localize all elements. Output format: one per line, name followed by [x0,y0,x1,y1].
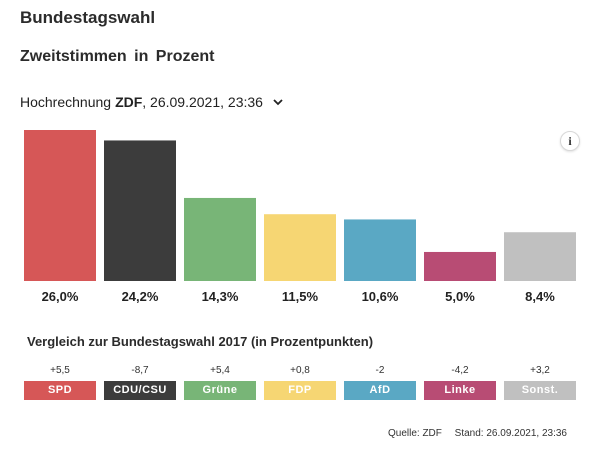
comparison-diff: -4,2 [451,365,469,376]
projection-time: , 26.09.2021, 23:36 [142,94,263,110]
source-label: Quelle: ZDF [387,428,442,439]
bar-cdu-csu [104,140,176,281]
info-button[interactable]: i [560,131,580,151]
bar-value-label: 26,0% [42,289,79,304]
chevron-down-icon [273,99,283,106]
comparison-diff: +5,4 [210,365,230,376]
footer: Quelle: ZDF Stand: 26.09.2021, 23:36 [388,428,567,439]
bar-afd [344,219,416,281]
projection-dropdown[interactable]: Hochrechnung ZDF , 26.09.2021, 23:36 [20,94,284,110]
party-badge-afd: AfD [344,381,416,400]
party-badge-fdp: FDP [264,381,336,400]
chart-subtitle: Zweitstimmen in Prozent [20,48,215,65]
bar-linke [424,251,496,281]
projection-source: ZDF [115,94,143,110]
projection-prefix: Hochrechnung [20,94,112,110]
comparison-diff: +0,8 [290,365,310,376]
page-title: Bundestagswahl [20,8,156,27]
bar-value-label: 5,0% [445,289,475,304]
bar-value-label: 14,3% [202,289,239,304]
bar-value-label: 8,4% [525,289,555,304]
bar-sonst- [504,232,576,281]
party-badge-gr-ne: Grüne [184,381,256,400]
party-badge-linke: Linke [424,381,496,400]
bar-fdp [264,214,336,281]
party-badge-spd: SPD [24,381,96,400]
bar-chart: 26,0% 24,2% 14,3% 11,5% 10,6% 5,0% 8,4% [24,130,576,304]
party-badge-sonst-: Sonst. [504,381,576,400]
bar-spd [24,130,96,281]
comparison-diff: -2 [375,365,385,376]
bar-value-label: 24,2% [122,289,159,304]
comparison-diff: +5,5 [50,365,70,376]
comparison-title: Vergleich zur Bundestagswahl 2017 (in Pr… [27,334,374,349]
bar-value-label: 10,6% [362,289,399,304]
party-badge-cdu-csu: CDU/CSU [104,381,176,400]
timestamp-label: Stand: 26.09.2021, 23:36 [454,428,567,439]
comparison-diff: -8,7 [131,365,149,376]
bar-gr-ne [184,197,256,281]
bar-value-label: 11,5% [282,289,319,304]
comparison-diff: +3,2 [530,365,550,376]
